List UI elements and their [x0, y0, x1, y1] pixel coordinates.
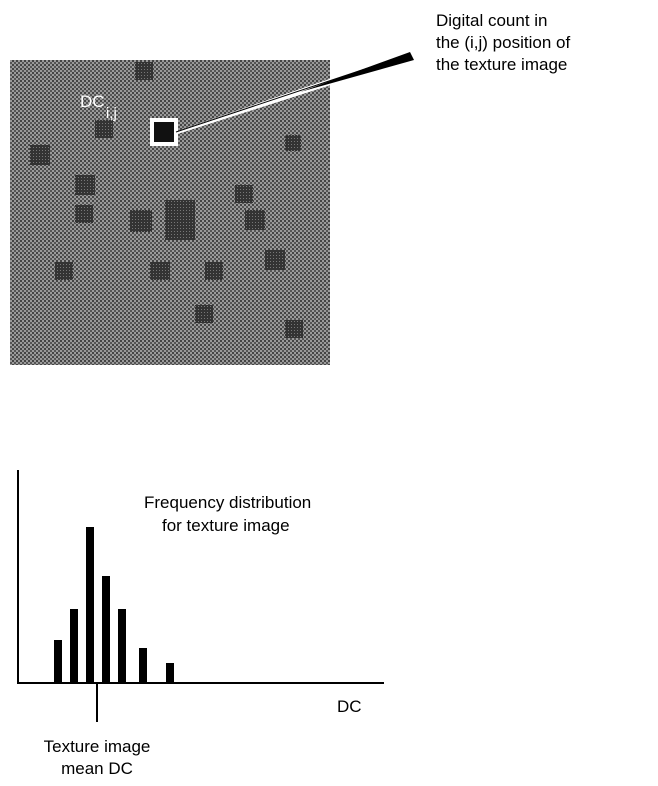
- axis-label: DC: [337, 697, 362, 716]
- callout-text: Digital count in: [436, 11, 548, 30]
- mean-label: mean DC: [61, 759, 133, 778]
- histogram-title: for texture image: [162, 516, 290, 535]
- callout-text: the (i,j) position of: [436, 33, 570, 52]
- dc-label: DC: [80, 92, 105, 111]
- mean-label: Texture image: [44, 737, 151, 756]
- dc-subscript: i,j: [106, 105, 117, 122]
- callout-text: the texture image: [436, 55, 567, 74]
- diagram: DC i,j Digital count in the (i,j) positi…: [0, 0, 658, 786]
- histogram-title: Frequency distribution: [144, 493, 311, 512]
- texture-image: [10, 60, 330, 365]
